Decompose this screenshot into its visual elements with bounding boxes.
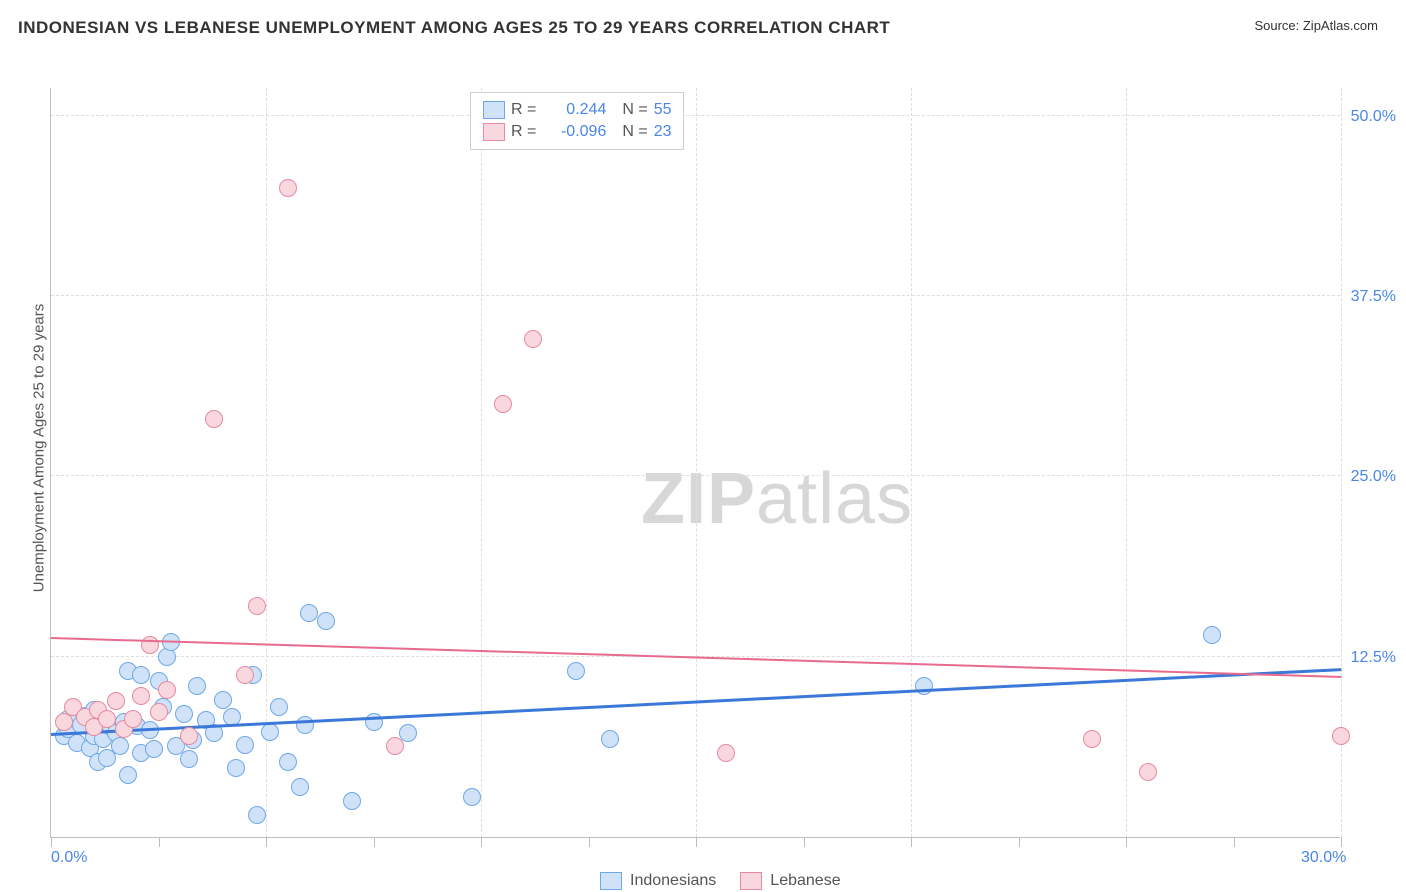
x-tick xyxy=(51,837,52,847)
legend-swatch xyxy=(483,123,505,141)
data-point xyxy=(343,792,361,810)
plot-region: ZIPatlas 12.5%25.0%37.5%50.0%0.0%30.0% xyxy=(50,88,1340,838)
data-point xyxy=(214,691,232,709)
x-tick xyxy=(1126,837,1127,847)
data-point xyxy=(248,806,266,824)
y-tick-label: 12.5% xyxy=(1351,649,1396,667)
y-tick-label: 50.0% xyxy=(1351,108,1396,126)
y-tick-label: 25.0% xyxy=(1351,468,1396,486)
gridline-v xyxy=(1126,88,1127,837)
series-name: Lebanese xyxy=(770,872,840,890)
data-point xyxy=(317,612,335,630)
chart-header: INDONESIAN VS LEBANESE UNEMPLOYMENT AMON… xyxy=(0,0,1406,38)
series-legend-item: Lebanese xyxy=(740,872,840,890)
data-point xyxy=(717,744,735,762)
data-point xyxy=(300,604,318,622)
data-point xyxy=(236,736,254,754)
data-point xyxy=(205,410,223,428)
series-legend: Indonesians Lebanese xyxy=(600,872,841,890)
x-tick xyxy=(374,837,375,847)
data-point xyxy=(98,710,116,728)
x-tick xyxy=(481,837,482,847)
x-tick xyxy=(804,837,805,847)
legend-swatch xyxy=(483,101,505,119)
data-point xyxy=(601,730,619,748)
x-tick-label: 0.0% xyxy=(51,849,87,867)
gridline-v xyxy=(911,88,912,837)
data-point xyxy=(279,753,297,771)
gridline-v xyxy=(481,88,482,837)
x-tick xyxy=(1019,837,1020,847)
series-name: Indonesians xyxy=(630,872,716,890)
data-point xyxy=(270,698,288,716)
data-point xyxy=(1139,763,1157,781)
y-axis-label: Unemployment Among Ages 25 to 29 years xyxy=(30,304,47,593)
data-point xyxy=(296,716,314,734)
x-tick xyxy=(266,837,267,847)
x-tick xyxy=(1341,837,1342,847)
legend-n-value: 55 xyxy=(654,101,672,119)
legend-row: R = 0.244 N = 55 xyxy=(483,99,671,121)
legend-r-value: 0.244 xyxy=(542,101,606,119)
y-tick-label: 37.5% xyxy=(1351,288,1396,306)
legend-n-value: 23 xyxy=(654,123,672,141)
data-point xyxy=(494,395,512,413)
legend-n-label: N = xyxy=(622,123,647,141)
gridline-v xyxy=(696,88,697,837)
data-point xyxy=(227,759,245,777)
data-point xyxy=(132,687,150,705)
data-point xyxy=(463,788,481,806)
gridline-v xyxy=(1341,88,1342,837)
data-point xyxy=(365,713,383,731)
data-point xyxy=(261,723,279,741)
data-point xyxy=(188,677,206,695)
data-point xyxy=(291,778,309,796)
legend-r-label: R = xyxy=(511,123,536,141)
data-point xyxy=(248,597,266,615)
data-point xyxy=(150,703,168,721)
data-point xyxy=(1203,626,1221,644)
data-point xyxy=(386,737,404,755)
x-tick-label: 30.0% xyxy=(1301,849,1346,867)
data-point xyxy=(180,750,198,768)
data-point xyxy=(111,737,129,755)
data-point xyxy=(132,666,150,684)
x-tick xyxy=(589,837,590,847)
series-legend-item: Indonesians xyxy=(600,872,716,890)
x-tick xyxy=(1234,837,1235,847)
data-point xyxy=(124,710,142,728)
legend-n-label: N = xyxy=(622,101,647,119)
data-point xyxy=(180,727,198,745)
legend-r-value: -0.096 xyxy=(542,123,606,141)
legend-row: R = -0.096 N = 23 xyxy=(483,121,671,143)
data-point xyxy=(119,766,137,784)
watermark: ZIPatlas xyxy=(641,458,913,540)
data-point xyxy=(279,179,297,197)
data-point xyxy=(145,740,163,758)
data-point xyxy=(236,666,254,684)
data-point xyxy=(158,681,176,699)
data-point xyxy=(175,705,193,723)
chart-title: INDONESIAN VS LEBANESE UNEMPLOYMENT AMON… xyxy=(18,18,890,38)
data-point xyxy=(567,662,585,680)
legend-r-label: R = xyxy=(511,101,536,119)
legend-swatch xyxy=(600,872,622,890)
x-tick xyxy=(159,837,160,847)
x-tick xyxy=(696,837,697,847)
x-tick xyxy=(911,837,912,847)
data-point xyxy=(1332,727,1350,745)
chart-area: Unemployment Among Ages 25 to 29 years Z… xyxy=(0,38,1406,858)
data-point xyxy=(107,692,125,710)
data-point xyxy=(1083,730,1101,748)
legend-swatch xyxy=(740,872,762,890)
correlation-legend: R = 0.244 N = 55 R = -0.096 N = 23 xyxy=(470,92,684,150)
chart-source: Source: ZipAtlas.com xyxy=(1254,18,1378,33)
data-point xyxy=(524,330,542,348)
